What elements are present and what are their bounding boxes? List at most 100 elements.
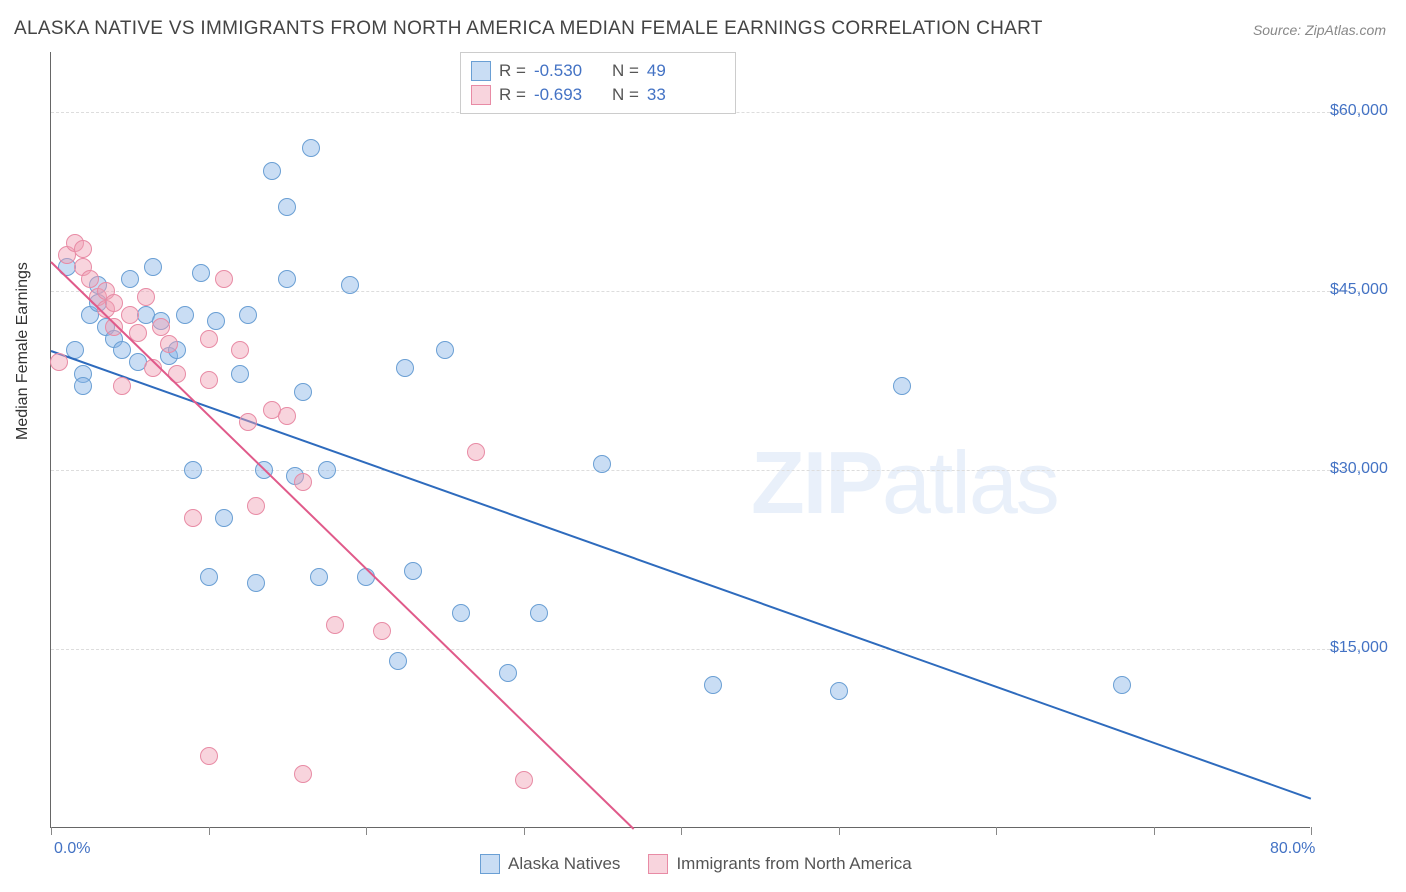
data-point [239, 413, 257, 431]
data-point [176, 306, 194, 324]
x-tick [1154, 827, 1155, 835]
stats-row-series-1: R = -0.530 N = 49 [471, 59, 717, 83]
data-point [144, 258, 162, 276]
data-point [310, 568, 328, 586]
data-point [239, 306, 257, 324]
data-point [74, 377, 92, 395]
data-point [74, 240, 92, 258]
gridline-h [51, 649, 1365, 650]
data-point [452, 604, 470, 622]
x-tick [51, 827, 52, 835]
data-point [200, 568, 218, 586]
data-point [294, 765, 312, 783]
data-point [200, 371, 218, 389]
data-point [200, 747, 218, 765]
source-attribution: Source: ZipAtlas.com [1253, 22, 1386, 38]
data-point [294, 473, 312, 491]
data-point [302, 139, 320, 157]
x-tick [524, 827, 525, 835]
data-point [184, 461, 202, 479]
legend-label-1: Alaska Natives [508, 854, 620, 874]
y-tick-label: $15,000 [1330, 639, 1388, 657]
r-value-1: -0.530 [534, 61, 604, 81]
data-point [341, 276, 359, 294]
data-point [231, 365, 249, 383]
x-tick [996, 827, 997, 835]
legend-item-2: Immigrants from North America [648, 854, 911, 874]
data-point [467, 443, 485, 461]
legend-swatch-1 [480, 854, 500, 874]
x-tick [839, 827, 840, 835]
data-point [231, 341, 249, 359]
data-point [247, 497, 265, 515]
data-point [121, 270, 139, 288]
data-point [263, 162, 281, 180]
data-point [830, 682, 848, 700]
data-point [184, 509, 202, 527]
data-point [50, 353, 68, 371]
n-value-1: 49 [647, 61, 717, 81]
data-point [294, 383, 312, 401]
data-point [200, 330, 218, 348]
data-point [278, 407, 296, 425]
legend-item-1: Alaska Natives [480, 854, 620, 874]
data-point [704, 676, 722, 694]
r-label: R = [499, 61, 526, 81]
data-point [121, 306, 139, 324]
data-point [160, 335, 178, 353]
correlation-stats-box: R = -0.530 N = 49 R = -0.693 N = 33 [460, 52, 736, 114]
data-point [105, 318, 123, 336]
y-tick-label: $45,000 [1330, 281, 1388, 299]
stats-row-series-2: R = -0.693 N = 33 [471, 83, 717, 107]
data-point [893, 377, 911, 395]
data-point [81, 270, 99, 288]
data-point [113, 377, 131, 395]
swatch-series-2 [471, 85, 491, 105]
x-tick-label: 0.0% [54, 840, 90, 858]
data-point [357, 568, 375, 586]
data-point [247, 574, 265, 592]
data-point [318, 461, 336, 479]
x-tick-label: 80.0% [1270, 840, 1315, 858]
x-tick [366, 827, 367, 835]
data-point [1113, 676, 1131, 694]
data-point [215, 509, 233, 527]
data-point [207, 312, 225, 330]
legend-swatch-2 [648, 854, 668, 874]
data-point [593, 455, 611, 473]
plot-area: ZIPatlas [50, 52, 1310, 828]
gridline-h [51, 470, 1365, 471]
data-point [530, 604, 548, 622]
data-point [396, 359, 414, 377]
data-point [137, 288, 155, 306]
data-point [499, 664, 517, 682]
y-tick-label: $60,000 [1330, 102, 1388, 120]
data-point [152, 318, 170, 336]
legend: Alaska Natives Immigrants from North Ame… [480, 854, 912, 874]
gridline-h [51, 291, 1365, 292]
data-point [192, 264, 210, 282]
trend-line [50, 261, 634, 830]
data-point [105, 294, 123, 312]
r-label: R = [499, 85, 526, 105]
data-point [326, 616, 344, 634]
data-point [389, 652, 407, 670]
data-point [404, 562, 422, 580]
swatch-series-1 [471, 61, 491, 81]
watermark-light: atlas [882, 433, 1058, 532]
legend-label-2: Immigrants from North America [676, 854, 911, 874]
y-tick-label: $30,000 [1330, 460, 1388, 478]
x-tick [209, 827, 210, 835]
x-tick [1311, 827, 1312, 835]
n-value-2: 33 [647, 85, 717, 105]
watermark: ZIPatlas [751, 432, 1058, 534]
data-point [436, 341, 454, 359]
watermark-bold: ZIP [751, 433, 882, 532]
data-point [215, 270, 233, 288]
data-point [278, 270, 296, 288]
data-point [113, 341, 131, 359]
y-axis-label: Median Female Earnings [14, 262, 32, 440]
data-point [373, 622, 391, 640]
chart-title: ALASKA NATIVE VS IMMIGRANTS FROM NORTH A… [14, 18, 1043, 40]
r-value-2: -0.693 [534, 85, 604, 105]
